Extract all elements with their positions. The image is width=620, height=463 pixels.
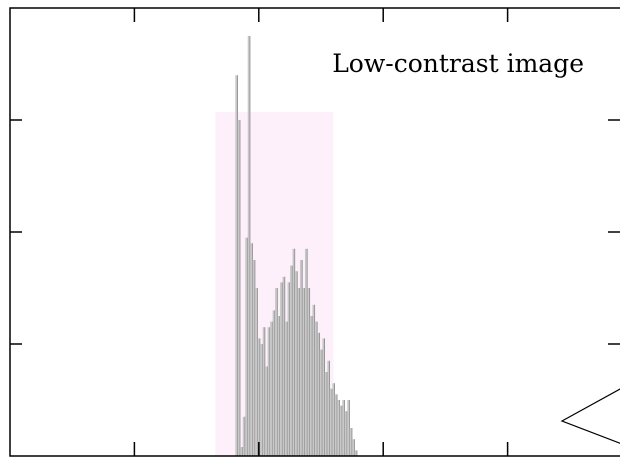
histogram-bar [290, 265, 293, 456]
histogram-bar [275, 288, 278, 456]
arrow-marker [560, 388, 620, 444]
histogram-bar [354, 450, 357, 456]
histogram-bar [297, 288, 300, 456]
histogram-bar [235, 75, 238, 456]
histogram-bar [329, 388, 333, 456]
histogram-bar [245, 237, 248, 456]
histogram-bar [309, 316, 313, 456]
histogram-bar [319, 349, 323, 456]
histogram-bar [280, 282, 283, 456]
histogram-bar [352, 439, 355, 456]
histogram-bar [295, 271, 298, 456]
histogram-bar [322, 338, 325, 456]
histogram-bar [327, 360, 330, 456]
histogram-bar [349, 428, 352, 456]
histogram-bar [257, 338, 260, 456]
histogram-bar [237, 120, 241, 456]
histogram-bar [299, 260, 303, 456]
histogram-bar [267, 327, 270, 456]
histogram-bar [240, 447, 243, 456]
histogram-bar [332, 383, 335, 456]
histogram-bar [317, 332, 320, 456]
histogram-bar [250, 243, 253, 456]
histogram-bar [314, 321, 318, 456]
histogram-bar [247, 36, 250, 456]
histogram-bar [302, 288, 305, 456]
histogram-bar [334, 394, 338, 456]
histogram-bar [242, 416, 245, 456]
histogram-bar [292, 248, 295, 456]
histogram-bar [324, 372, 328, 456]
histogram-bar [339, 405, 343, 456]
histogram-bar [270, 321, 273, 456]
histogram-bar [347, 400, 350, 456]
histogram-bar [255, 288, 258, 456]
histogram-bar [260, 344, 263, 456]
histogram-bar [337, 400, 340, 456]
histogram-bar [277, 316, 280, 456]
histogram-bar [287, 282, 290, 456]
histogram-bar [282, 276, 285, 456]
histogram-bar [262, 327, 265, 456]
histogram-bar [265, 366, 268, 456]
bars-layer [235, 36, 358, 456]
histogram-bar [344, 411, 347, 456]
histogram-bar [307, 288, 310, 456]
histogram-bar [304, 248, 308, 456]
histogram-bar [252, 260, 255, 456]
histogram-bar [342, 400, 345, 456]
histogram-bar [272, 310, 275, 456]
ticks-layer [10, 8, 620, 456]
histogram-bar [285, 321, 288, 456]
histogram-bar [312, 304, 315, 456]
chart-title: Low-contrast image [332, 49, 584, 78]
